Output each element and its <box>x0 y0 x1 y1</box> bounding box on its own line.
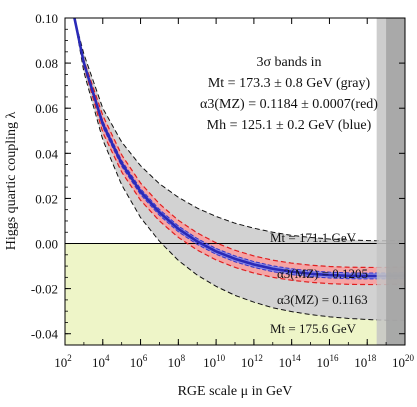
legend-line-mt: Mt = 173.3 ± 0.8 GeV (gray) <box>208 76 371 91</box>
blue-band-lower-edge <box>73 18 405 280</box>
y-tick-label: -0.02 <box>31 282 58 297</box>
planck-band-dark <box>386 18 405 345</box>
x-tick-label: 102 <box>54 353 72 370</box>
x-tick-label: 1020 <box>392 353 415 370</box>
x-tick-label: 1016 <box>316 353 339 370</box>
y-tick-label: 0.02 <box>35 191 58 206</box>
legend-line-mh: Mh = 125.1 ± 0.2 GeV (blue) <box>207 118 372 133</box>
gray-band-lower-edge <box>73 18 405 321</box>
y-tick-label: 0.00 <box>35 237 58 252</box>
annotation-alpha-0-1163: α3(MZ) = 0.1163 <box>277 292 368 307</box>
y-tick-label: 0.08 <box>35 56 58 71</box>
gray-band <box>74 18 405 321</box>
x-tick-label: 108 <box>168 353 186 370</box>
annotation-mt-175: Mt = 175.6 GeV <box>270 321 357 336</box>
x-tick-label: 106 <box>130 353 148 370</box>
legend-line-title: 3σ bands in <box>256 55 321 70</box>
y-tick-label: 0.04 <box>35 146 58 161</box>
y-tick-label: 0.10 <box>35 11 58 26</box>
y-axis-ticks: 0.10 0.08 0.06 0.04 0.02 0.00 -0.02 -0.04 <box>31 11 405 342</box>
legend-line-alpha: α3(MZ) = 0.1184 ± 0.0007(red) <box>200 97 378 112</box>
x-tick-label: 1018 <box>354 353 377 370</box>
y-tick-label: 0.06 <box>35 101 58 116</box>
y-axis-label: Higgs quartic coupling λ <box>4 111 19 250</box>
y-tick-label: -0.04 <box>31 327 59 342</box>
blue-band-upper-edge <box>73 18 405 274</box>
central-value-line <box>73 18 405 278</box>
x-tick-label: 1012 <box>241 353 263 370</box>
x-axis-label: RGE scale μ in GeV <box>178 384 293 399</box>
x-tick-label: 1014 <box>279 353 302 370</box>
x-tick-label: 104 <box>92 353 110 370</box>
annotation-alpha-0-1205: α3(MZ) = 0.1205 <box>277 266 368 281</box>
x-axis-ticks: 102 104 106 108 1010 1012 1014 1016 1018 1020 <box>54 18 415 370</box>
x-tick-label: 1010 <box>203 353 226 370</box>
annotation-mt-171: Mt = 171.1 GeV <box>270 230 357 245</box>
plot-area: 3σ bands in Mt = 173.3 ± 0.8 GeV (gray) … <box>65 18 405 345</box>
gray-band-upper-edge <box>73 18 405 242</box>
